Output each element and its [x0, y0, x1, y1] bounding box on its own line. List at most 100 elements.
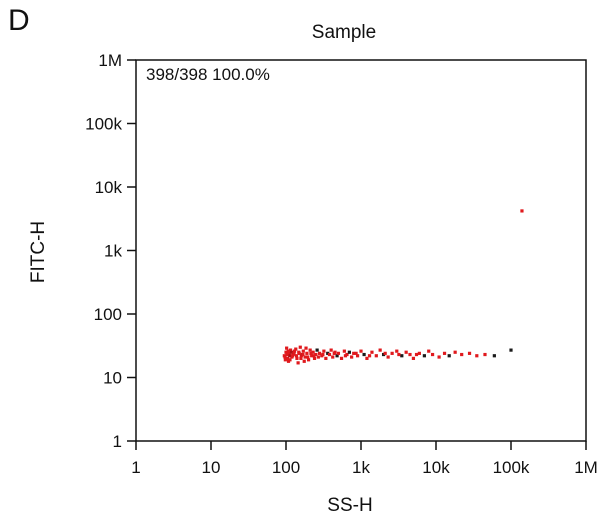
- x-tick-label-3: 1k: [352, 458, 370, 477]
- data-point-6: [283, 358, 287, 362]
- data-point-29: [312, 356, 317, 360]
- data-point-84: [290, 354, 295, 358]
- data-point-88: [299, 356, 303, 360]
- y-tick-label-0: 1: [113, 432, 122, 451]
- data-point-97: [367, 354, 372, 358]
- data-point-52: [362, 352, 366, 357]
- data-point-56: [378, 348, 382, 352]
- data-point-85: [292, 351, 296, 355]
- data-point-31: [315, 348, 319, 352]
- data-point-73: [460, 352, 464, 357]
- data-point-22: [306, 358, 311, 362]
- x-tick-label-2: 100: [272, 458, 300, 477]
- data-point-86: [294, 354, 299, 358]
- data-point-55: [374, 354, 378, 358]
- x-tick-label-4: 10k: [422, 458, 450, 477]
- y-axis-title: FITC-H: [28, 221, 49, 283]
- data-point-30: [314, 352, 318, 357]
- data-point-94: [332, 351, 336, 355]
- data-point-63: [408, 352, 412, 357]
- plot-frame: [135, 59, 587, 442]
- data-point-36: [324, 356, 328, 360]
- data-point-40: [331, 355, 335, 359]
- x-tick-label-5: 100k: [493, 458, 530, 477]
- data-point-61: [400, 354, 404, 358]
- y-tick-label-6: 1M: [98, 51, 122, 70]
- x-axis-title: SS-H: [327, 495, 372, 516]
- data-point-68: [430, 352, 435, 357]
- data-point-65: [417, 351, 421, 355]
- data-point-7: [285, 346, 289, 350]
- data-point-62: [404, 350, 408, 354]
- data-point-100: [414, 352, 419, 357]
- y-tick-label-5: 100k: [85, 115, 122, 134]
- data-point-87: [297, 350, 301, 354]
- data-points: [282, 209, 524, 365]
- data-point-66: [422, 354, 426, 358]
- data-point-2: [285, 356, 290, 360]
- x-axis: 1 10 100 1k 10k 100k 1M: [131, 441, 598, 477]
- chart-title: Sample: [312, 22, 376, 43]
- data-point-50: [355, 354, 360, 358]
- data-point-92: [312, 354, 316, 358]
- data-point-27: [304, 346, 308, 350]
- data-point-33: [317, 351, 322, 355]
- data-point-51: [359, 349, 363, 353]
- data-point-81: [285, 352, 289, 357]
- data-point-44: [339, 356, 344, 360]
- gate-statistic: 398/398 100.0%: [146, 65, 270, 84]
- data-point-79: [520, 209, 524, 213]
- data-point-54: [370, 350, 374, 354]
- y-tick-label-4: 10k: [95, 178, 123, 197]
- data-point-26: [302, 359, 306, 363]
- data-point-49: [352, 351, 356, 355]
- data-point-60: [395, 349, 399, 353]
- data-point-38: [327, 352, 332, 357]
- data-point-69: [437, 355, 441, 359]
- data-point-74: [467, 351, 472, 355]
- data-point-71: [447, 354, 451, 358]
- data-point-18: [301, 349, 305, 353]
- data-point-77: [492, 354, 496, 358]
- y-tick-label-1: 10: [103, 369, 122, 388]
- data-point-12: [289, 350, 293, 354]
- data-point-4: [288, 348, 293, 352]
- panel-letter: D: [8, 4, 30, 37]
- data-point-53: [365, 356, 369, 360]
- data-point-32: [316, 355, 320, 359]
- data-point-42: [335, 354, 339, 358]
- data-point-80: [283, 355, 287, 359]
- x-tick-label-6: 1M: [574, 458, 598, 477]
- data-point-58: [386, 355, 390, 359]
- y-tick-label-3: 1k: [104, 242, 122, 261]
- data-point-76: [483, 352, 487, 357]
- data-point-82: [286, 349, 290, 353]
- data-point-24: [310, 354, 314, 358]
- data-point-83: [288, 358, 292, 362]
- data-point-37: [326, 351, 330, 355]
- data-point-17: [296, 361, 300, 365]
- data-point-98: [383, 351, 387, 355]
- data-point-28: [311, 350, 315, 354]
- data-point-11: [288, 354, 292, 358]
- data-point-95: [343, 354, 348, 358]
- y-tick-label-2: 100: [94, 305, 122, 324]
- x-tick-label-1: 10: [202, 458, 221, 477]
- data-point-3: [287, 351, 291, 355]
- data-point-15: [294, 347, 298, 351]
- data-point-45: [342, 349, 346, 353]
- data-point-59: [390, 351, 394, 355]
- data-point-39: [329, 348, 333, 352]
- data-point-1: [284, 350, 288, 354]
- y-axis: 1 10 100 1k 10k 100k 1M: [85, 51, 136, 451]
- data-point-99: [397, 352, 401, 357]
- data-point-23: [308, 348, 312, 352]
- data-point-43: [336, 351, 341, 355]
- data-point-64: [411, 356, 416, 360]
- data-point-96: [354, 351, 358, 355]
- data-point-78: [509, 348, 513, 352]
- data-point-70: [442, 351, 447, 355]
- data-point-48: [350, 355, 354, 359]
- data-point-19: [303, 355, 307, 359]
